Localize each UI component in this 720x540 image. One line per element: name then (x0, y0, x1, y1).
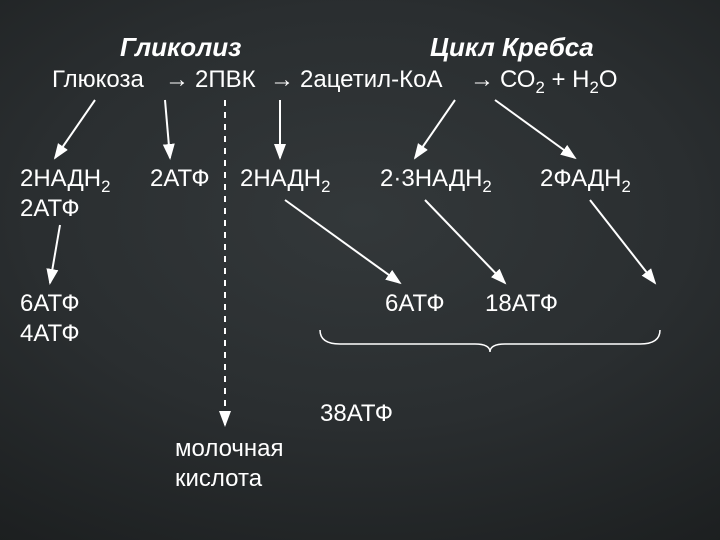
r1-nadh-b: 2НАДН2 (240, 165, 330, 197)
r2-atp4: 4АТФ (20, 320, 80, 348)
r2-atp18: 18АТФ (485, 290, 558, 318)
eq-pvk: 2ПВК (195, 66, 256, 94)
header-krebs: Цикл Кребса (430, 32, 594, 63)
r1-atp-a: 2АТФ (20, 195, 80, 223)
r1-fadh: 2ФАДН2 (540, 165, 631, 197)
header-glycolysis: Гликолиз (120, 32, 241, 63)
lactic-2: кислота (175, 465, 262, 493)
eq-co2: СО2 + Н2О (500, 66, 618, 98)
r2-atp6-a: 6АТФ (20, 290, 80, 318)
r1-atp-b: 2АТФ (150, 165, 210, 193)
lactic-1: молочная (175, 435, 284, 463)
r1-nadh-c: 2·3НАДН2 (380, 165, 492, 197)
eq-glucose: Глюкоза (52, 66, 144, 94)
total-38atp: 38АТФ (320, 400, 393, 428)
eq-arrow-2: → (270, 66, 294, 94)
r2-atp6-b: 6АТФ (385, 290, 445, 318)
eq-arrow-3: → (470, 66, 494, 94)
r1-nadh-a: 2НАДН2 (20, 165, 110, 197)
eq-arrow-1: → (165, 66, 189, 94)
eq-acetyl: 2ацетил-КоА (300, 66, 442, 94)
